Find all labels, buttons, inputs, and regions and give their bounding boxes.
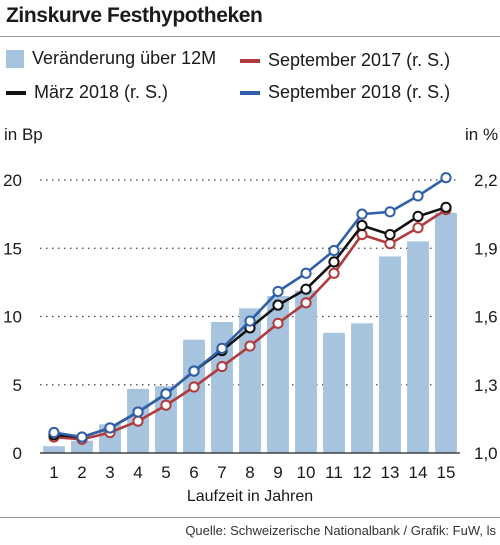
x-tick-label: 8 <box>245 463 254 482</box>
bar-11 <box>323 332 345 453</box>
y-tick-label-left: 5 <box>13 376 22 395</box>
legend-item-mar2018: März 2018 (r. S.) <box>6 82 168 103</box>
point-sep2018-10 <box>300 267 312 279</box>
point-sep2018-8 <box>244 315 256 327</box>
bar-10 <box>295 290 317 453</box>
y-tick-label-left: 10 <box>3 308 22 327</box>
footer-divider <box>0 517 500 518</box>
point-sep2018-15 <box>440 172 452 184</box>
point-sep2018-1 <box>48 426 60 439</box>
bar-8 <box>239 308 261 453</box>
legend-label-sep2017: September 2017 (r. S.) <box>268 50 451 70</box>
bar-2 <box>71 440 93 453</box>
bar-15 <box>435 212 457 453</box>
point-mar2018-14 <box>412 210 424 222</box>
point-sep2017-11 <box>328 267 340 279</box>
x-tick-label: 1 <box>49 463 58 482</box>
legend-swatch-bars <box>6 49 24 68</box>
legend-label-sep2018: September 2018 (r. S.) <box>268 82 451 102</box>
x-tick-label: 14 <box>409 463 428 482</box>
point-sep2017-13 <box>384 238 396 250</box>
point-sep2018-3 <box>104 422 116 434</box>
point-sep2017-10 <box>300 297 312 309</box>
point-sep2017-4 <box>132 415 144 427</box>
x-tick-label: 10 <box>297 463 316 482</box>
bar-12 <box>351 323 373 453</box>
x-tick-label: 11 <box>325 463 343 482</box>
x-tick-label: 2 <box>77 463 86 482</box>
point-sep2017-7 <box>216 360 228 373</box>
point-sep2017-9 <box>272 317 284 329</box>
point-sep2018-7 <box>216 342 228 354</box>
point-mar2018-12 <box>356 219 368 232</box>
x-tick-label: 13 <box>381 463 400 482</box>
legend-label-bars: Veränderung über 12M <box>32 48 217 68</box>
title-divider <box>0 36 500 37</box>
x-axis-title: Laufzeit in Jahren <box>186 488 314 505</box>
legend-item-sep2018: September 2018 (r. S.) <box>240 82 450 103</box>
point-sep2018-12 <box>356 208 368 220</box>
bar-6 <box>183 339 205 453</box>
right-axis-unit: in % <box>465 125 499 144</box>
bar-9 <box>267 296 289 453</box>
point-sep2018-11 <box>328 244 340 257</box>
point-sep2018-6 <box>188 365 200 377</box>
chart-legend: Veränderung über 12M September 2017 (r. … <box>0 40 500 120</box>
y-tick-label-left: 20 <box>3 171 22 190</box>
y-tick-label-left: 0 <box>13 444 22 463</box>
y-tick-label-right: 1,0 <box>474 444 498 463</box>
point-sep2018-9 <box>272 285 284 298</box>
point-sep2018-2 <box>76 431 88 443</box>
legend-swatch-sep2017 <box>240 58 260 63</box>
y-tick-label-right: 1,6 <box>474 308 498 327</box>
y-tick-label-right: 1,3 <box>474 376 498 395</box>
legend-swatch-sep2018 <box>240 90 260 95</box>
x-tick-label: 4 <box>133 463 142 482</box>
x-tick-label: 9 <box>273 463 282 482</box>
point-sep2017-6 <box>188 381 200 393</box>
point-mar2018-11 <box>328 256 340 268</box>
legend-item-bars: Veränderung über 12M <box>6 48 216 69</box>
y-tick-label-left: 15 <box>3 239 22 258</box>
point-sep2017-14 <box>412 222 424 234</box>
x-tick-label: 5 <box>161 463 170 482</box>
point-mar2018-15 <box>440 201 452 213</box>
bar-14 <box>407 241 429 453</box>
y-tick-label-right: 1,9 <box>474 239 498 258</box>
point-sep2018-4 <box>132 406 144 418</box>
y-tick-label-right: 2,2 <box>474 171 498 190</box>
x-tick-label: 7 <box>217 463 226 482</box>
point-mar2018-13 <box>384 229 396 241</box>
x-tick-label: 15 <box>437 463 456 482</box>
point-sep2018-13 <box>384 206 396 218</box>
x-tick-label: 12 <box>353 463 372 482</box>
point-sep2017-8 <box>244 340 256 352</box>
x-tick-label: 6 <box>189 463 198 482</box>
chart-title: Zinskurve Festhypotheken <box>6 4 263 27</box>
point-sep2018-14 <box>412 190 424 202</box>
point-sep2018-5 <box>160 388 172 400</box>
bar-1 <box>43 446 65 453</box>
legend-swatch-mar2018 <box>6 90 26 95</box>
point-mar2018-10 <box>300 283 312 295</box>
legend-label-mar2018: März 2018 (r. S.) <box>34 82 169 102</box>
bar-13 <box>379 256 401 453</box>
left-axis-unit: in Bp <box>4 125 43 144</box>
x-tick-label: 3 <box>105 463 114 482</box>
point-sep2017-5 <box>160 399 172 411</box>
legend-item-sep2017: September 2017 (r. S.) <box>240 50 450 71</box>
point-mar2018-9 <box>272 299 284 311</box>
source-note: Quelle: Schweizerische Nationalbank / Gr… <box>185 523 496 538</box>
